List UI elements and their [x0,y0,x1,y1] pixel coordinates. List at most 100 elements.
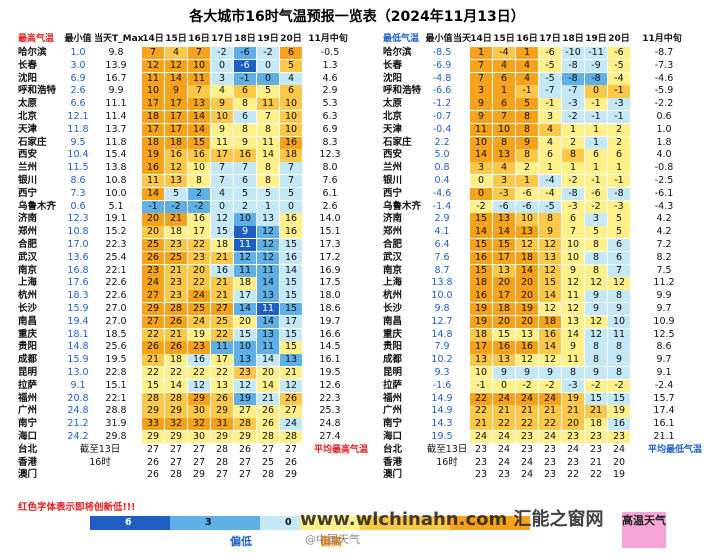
forecast-cell: 21 [585,456,607,469]
scale-light-blue [260,516,300,530]
forecast-cell: -4 [493,47,515,60]
forecast-cell: 12 [257,251,279,265]
footer-note: 红色字体表示即将创新低!!! [18,502,136,513]
min-value: 0.8 [434,162,450,174]
forecast-cell: -2 [211,47,233,60]
city: 呼和浩特 [383,85,422,97]
forecast-cell: -7 [562,85,584,98]
forecast-cell: 13 [493,264,515,277]
min-value: -4.8 [432,72,452,84]
today-value: 10.0 [105,187,127,199]
forecast-cell: 15 [470,213,492,226]
mid-normal: 2.6 [322,200,338,212]
mid-normal: -7.3 [654,59,674,71]
forecast-cell: 22 [211,367,233,380]
today-value: 27.0 [105,303,127,314]
forecast-cell: 29 [165,431,187,444]
forecast-cell: 8 [257,175,279,188]
city: 西宁 [383,187,403,199]
column-header: 18日 [562,34,584,44]
min-value: 17.6 [67,277,89,289]
forecast-cell: 24 [188,290,210,303]
forecast-cell: -5 [539,200,561,213]
forecast-cell: 4 [493,162,515,175]
forecast-cell: 13 [211,379,233,393]
forecast-cell: -3 [562,98,584,111]
forecast-cell: 27 [234,456,256,469]
watermark: www.wlchinahn.com 汇能之窗网 [300,509,604,530]
forecast-cell: 29 [280,469,302,482]
forecast-cell: 13 [493,354,515,367]
forecast-cell: 0 [211,59,233,73]
mid-normal: 0.6 [656,111,672,122]
forecast-cell: 9 [585,303,607,316]
forecast-cell: 14 [493,226,515,239]
forecast-cell: 3 [470,85,492,98]
forecast-cell: 22 [470,392,492,405]
forecast-cell: 12 [516,354,538,367]
forecast-cell: 6 [585,149,607,162]
city: 长春 [18,59,38,71]
forecast-cell: 29 [234,431,256,444]
forecast-cell: 3 [539,111,561,124]
forecast-cell: 12 [165,162,187,175]
forecast-cell: -5 [539,72,561,85]
forecast-cell: 17 [234,290,256,303]
mid-normal: 8.2 [656,251,672,263]
mid-normal: 19.5 [319,367,341,378]
forecast-cell: 9 [234,136,256,149]
mid-normal: 8.6 [656,341,672,353]
city: 成都 [383,354,403,366]
forecast-cell: 8 [585,251,607,265]
forecast-cell: 20 [493,277,515,290]
forecast-cell: 22 [516,418,538,431]
today-value: 19.1 [105,213,127,225]
forecast-cell: 4 [539,136,561,149]
mid-normal: 16.1 [653,418,675,430]
forecast-cell: 24 [493,392,515,405]
forecast-cell: -2 [257,47,279,60]
forecast-cell: 18 [165,136,187,149]
forecast-cell: 18 [234,277,256,290]
forecast-cell: 1 [516,175,538,188]
city: 北京 [18,111,38,122]
mid-normal: 17.5 [319,277,341,289]
min-value: 13.6 [67,251,89,263]
forecast-cell: 15 [280,328,302,341]
mid-normal: 7.5 [656,264,672,276]
min-value: 14.9 [431,405,453,417]
forecast-cell: 22 [585,469,607,482]
column-header: 17日 [539,34,561,44]
forecast-cell: -2 [608,379,630,393]
forecast-cell: 9 [165,85,187,98]
mid-normal: 9.1 [656,367,672,378]
forecast-cell: -2 [562,175,584,188]
forecast-cell: 9 [493,367,515,380]
mid-normal: 15.1 [319,226,341,238]
forecast-cell: -1 [470,379,492,393]
forecast-cell: 15 [493,239,515,252]
forecast-cell: 4 [211,85,233,98]
forecast-cell: 23 [470,456,492,469]
forecast-cell: 5 [257,85,279,98]
forecast-cell: 22 [470,405,492,418]
forecast-cell: -11 [585,47,607,60]
city: 哈尔滨 [383,47,412,58]
forecast-cell: 13 [516,328,538,341]
forecast-cell: 6 [280,47,302,60]
today-value: 11.8 [105,136,127,148]
forecast-cell: 14 [470,226,492,239]
forecast-cell: 26 [165,341,187,354]
forecast-cell: 14 [539,290,561,303]
forecast-cell: -8 [562,187,584,201]
city: 天津 [383,123,403,135]
min-value: 13.0 [67,367,89,378]
city: 武汉 [383,251,403,263]
forecast-cell: 14 [470,149,492,162]
forecast-cell: 13 [493,149,515,162]
title: 各大城市16时气温预报一览表（2024年11月13日） [189,9,525,25]
mid-normal: -2.2 [654,98,674,110]
min-value: 7.3 [70,187,86,199]
forecast-cell: 23 [562,431,584,444]
forecast-cell: -1 [585,98,607,111]
